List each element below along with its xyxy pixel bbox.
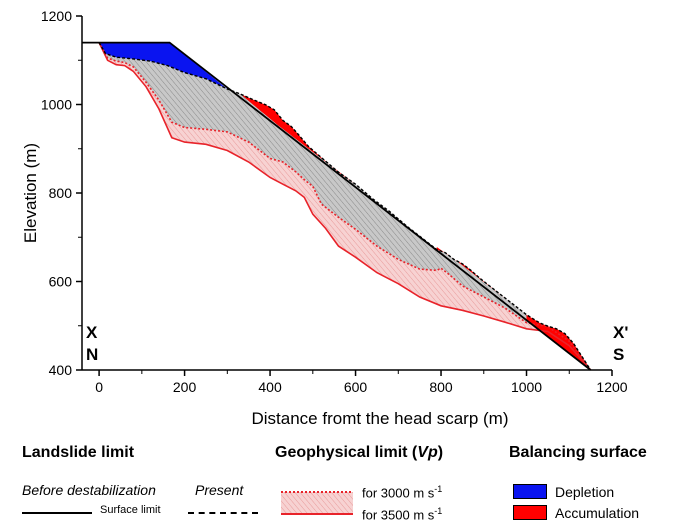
- legend-geophysical-title-vp: Vp: [417, 444, 438, 461]
- legend-geophysical-fill: [281, 492, 353, 514]
- corner-label-n: N: [86, 345, 98, 364]
- vp3500-line: [98, 42, 592, 371]
- chart-svg: 0 200 400 600 800 1000 1200 400 600 800 1000 1200 X…: [21, 8, 628, 428]
- corner-label-x-prime: X': [613, 323, 628, 342]
- accumulation-area-3: [526, 314, 591, 370]
- y-axis-title: Elevation (m): [21, 143, 40, 243]
- corner-label-x: X: [86, 323, 98, 342]
- legend-surface-limit-label: Surface limit: [100, 504, 161, 516]
- legend-geophysical-title-main: Geophysical limit (: [275, 444, 418, 461]
- x-axis-title: Distance fromt the head scarp (m): [252, 409, 509, 428]
- x-tick-label-400: 400: [258, 379, 282, 395]
- legend-accumulation-label: Accumulation: [555, 505, 640, 521]
- y-tick-label-800: 800: [49, 185, 73, 201]
- legend-before-line: [22, 512, 92, 514]
- legend-balancing-title: Balancing surface: [509, 444, 647, 461]
- accumulation-area-1: [240, 93, 356, 185]
- y-tick-label-400: 400: [49, 362, 73, 378]
- legend-before-label: Before destabilization: [22, 482, 156, 498]
- x-tick-label-1200: 1200: [596, 379, 627, 395]
- legend-present-label: Present: [195, 482, 244, 498]
- legend-accumulation-swatch: [513, 505, 547, 520]
- vp3000-line: [98, 42, 592, 371]
- depletion-area: [99, 42, 228, 89]
- corner-label-s: S: [613, 345, 624, 364]
- legend-vp3000-exponent: -1: [434, 484, 443, 494]
- x-tick-label-600: 600: [344, 379, 368, 395]
- legend-vp3500-text: for 3500 m s: [362, 507, 435, 523]
- x-tick-label-800: 800: [429, 379, 453, 395]
- y-tick-label-1200: 1200: [41, 8, 72, 24]
- x-tick-label-0: 0: [95, 379, 103, 395]
- legend-vp3000-text: for 3000 m s: [362, 485, 435, 501]
- legend-vp3000-label: for 3000 m s-1: [362, 484, 442, 500]
- x-tick-label-200: 200: [173, 379, 197, 395]
- y-tick-label-1000: 1000: [41, 97, 72, 113]
- y-tick-label-600: 600: [49, 274, 73, 290]
- legend-geophysical-title: Geophysical limit (Vp): [275, 444, 443, 462]
- legend-vp3500-exponent: -1: [434, 506, 443, 516]
- x-tick-label-1000: 1000: [511, 379, 542, 395]
- legend-vp3500-label: for 3500 m s-1: [362, 506, 442, 522]
- legend-landslide-title: Landslide limit: [22, 444, 135, 461]
- legend-depletion-label: Depletion: [555, 484, 615, 500]
- legend-depletion-swatch: [513, 484, 547, 499]
- legend: Landslide limit Before destabilization P…: [0, 440, 697, 523]
- before-surface-line: [82, 41, 592, 371]
- legend-geophysical-swatch: [281, 491, 353, 515]
- legend-present-line: [188, 512, 258, 514]
- present-surface-line: [98, 42, 592, 371]
- legend-geophysical-title-end: ): [437, 444, 444, 461]
